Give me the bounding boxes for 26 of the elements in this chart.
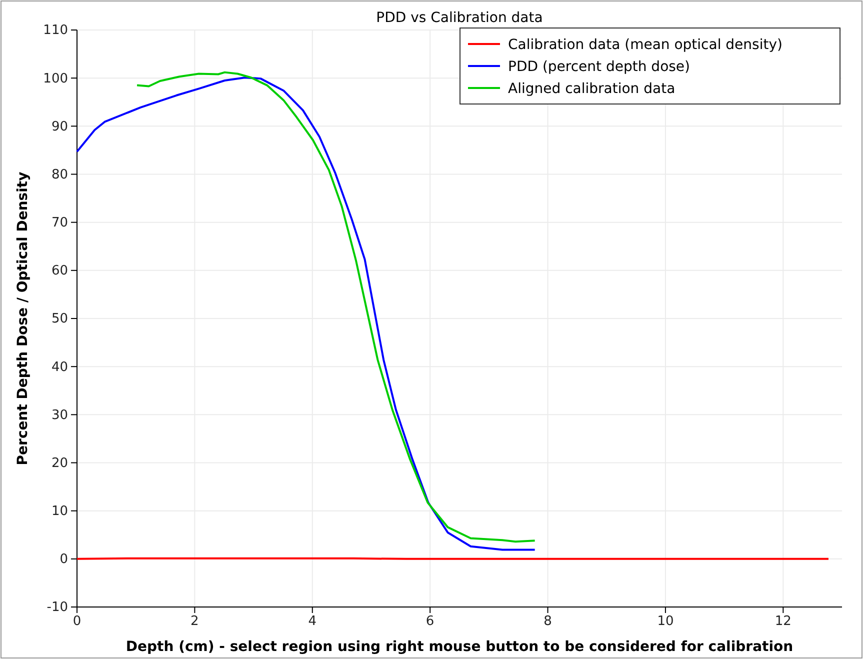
y-tick-label: 40 [51, 360, 68, 375]
legend-label: PDD (percent depth dose) [508, 59, 690, 75]
x-tick-label: 6 [426, 614, 434, 630]
x-tick-label: 0 [72, 614, 82, 630]
y-tick-label: 70 [51, 215, 68, 230]
y-tick-label: 30 [51, 408, 68, 423]
y-tick-label: 80 [51, 167, 68, 182]
y-axis-title: Percent Depth Dose / Optical Density [15, 172, 31, 466]
y-tick-label: 90 [51, 119, 68, 134]
chart-title: PDD vs Calibration data [376, 10, 543, 26]
legend-label: Calibration data (mean optical density) [508, 37, 782, 53]
x-tick-label: 12 [774, 614, 792, 630]
y-tick-label: 10 [51, 504, 68, 519]
x-tick-label: 2 [190, 614, 199, 630]
x-tick-label: 4 [308, 614, 317, 630]
y-tick-label: 110 [43, 23, 68, 38]
y-tick-label: 100 [43, 71, 68, 86]
y-tick-label: 60 [51, 264, 68, 279]
x-tick-label: 10 [657, 614, 674, 630]
y-tick-label: 0 [60, 552, 68, 568]
x-axis-title: Depth (cm) - select region using right mouse button to be considered for calibration [126, 639, 794, 655]
x-tick-label: 8 [544, 614, 552, 630]
y-tick-label: -10 [46, 600, 68, 616]
y-tick-label: 50 [51, 312, 68, 327]
y-tick-label: 20 [51, 456, 68, 471]
legend-label: Aligned calibration data [508, 81, 676, 97]
